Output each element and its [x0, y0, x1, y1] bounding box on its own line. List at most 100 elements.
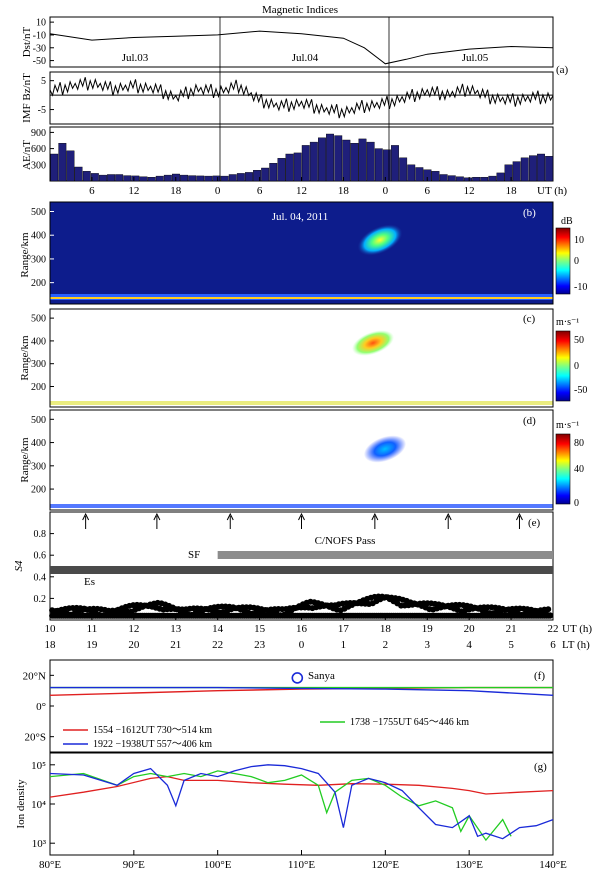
ae-ytick-label: 600: [31, 144, 46, 155]
lt-xtick-label: 19: [86, 639, 98, 651]
ae-bar: [293, 152, 302, 182]
doppler-e-region-band: [50, 401, 553, 405]
colorbar-c-tick: -50: [574, 385, 587, 396]
range-ytick-label: 200: [31, 278, 46, 289]
ae-ytick-label: 900: [31, 128, 46, 139]
ae-bar: [115, 174, 124, 182]
pass-arrow-head: [153, 512, 161, 521]
colorbar-d-tick: 0: [574, 498, 579, 509]
ae-xtick-label: 6: [425, 185, 431, 197]
lt-xtick-label: 23: [254, 639, 266, 651]
pass-arrow-head: [298, 512, 305, 521]
ae-xtick-label: 6: [89, 185, 95, 197]
ae-bar: [277, 158, 286, 182]
ae-bar: [204, 175, 213, 182]
ae-bar: [358, 138, 367, 182]
ae-bar: [261, 167, 270, 182]
s4-ytick-label: 0.6: [34, 551, 47, 562]
range-ytick-label: 400: [31, 438, 46, 449]
ae-bar: [382, 149, 391, 182]
panel-d-frame: [49, 409, 554, 511]
lon-xtick-label: 100°E: [204, 859, 232, 871]
pass-arrow-head: [371, 512, 379, 521]
panel-e: C/NOFS Pass SF Es 0.80.60.40.2 S4 (e) 10…: [13, 511, 592, 651]
panel-g-ylabel: Ion density: [15, 779, 27, 829]
colorbar-c-tick: 0: [574, 361, 579, 372]
panel-d-label: (d): [523, 415, 536, 427]
es-bar: [50, 566, 553, 574]
lt-xtick-label: 21: [170, 639, 181, 651]
panel-a-imf: 5 -5 IMF Bz/nT: [21, 71, 554, 125]
lon-xtick-label: 120°E: [372, 859, 400, 871]
s4-ytick-label: 0.4: [34, 572, 47, 583]
ae-bar: [447, 175, 456, 182]
lt-xtick-label: 22: [212, 639, 223, 651]
panel-b-label: (b): [523, 207, 536, 219]
colorbar-d-tick: 40: [574, 464, 584, 475]
ae-bar: [228, 174, 237, 182]
dst-ytick-label: -30: [33, 43, 46, 54]
ae-bar: [366, 141, 375, 182]
panel-g: 10⁵ 10⁴ 10³ Ion density (g) 80°E 90°E 100°E 1…: [15, 752, 567, 871]
width-e-region-band: [50, 504, 553, 508]
lat-ytick-label: 20°S: [24, 732, 46, 744]
ae-bar: [399, 157, 408, 182]
ae-bar: [374, 148, 383, 182]
s4-point: [547, 612, 554, 619]
panel-e-ylabel: S4: [13, 560, 25, 572]
pass-arrow-head: [516, 512, 523, 521]
pass-arrow-head: [444, 512, 452, 521]
ae-ylabel: AE/nT: [21, 140, 33, 170]
sf-bar: [217, 551, 553, 559]
lat-ytick-label: 0°: [36, 701, 46, 713]
ae-xtick-label: 12: [128, 185, 139, 197]
ae-bar: [139, 176, 148, 182]
snr-e-region-core: [50, 297, 553, 299]
ae-bar: [212, 175, 221, 182]
ae-bar: [285, 153, 294, 182]
imf-line: [49, 77, 554, 119]
imf-ylabel: IMF Bz/nT: [21, 73, 33, 123]
range-ytick-label: 500: [31, 415, 46, 426]
ae-bar: [147, 176, 156, 182]
ae-bar: [464, 177, 472, 182]
legend-text: 1738 −1755UT 645～446 km: [350, 717, 469, 728]
panel-a-ae: 900 600 300 AE/nT 6 12 18 0 6 12 18 0 6 12 18 UT (h): [21, 126, 567, 197]
ae-bar: [220, 175, 229, 182]
ae-bar: [236, 173, 245, 182]
ut-xtick-label: 20: [464, 623, 476, 635]
ae-bar: [82, 171, 91, 182]
ae-bar: [244, 172, 253, 182]
colorbar-b-tick: -10: [574, 282, 587, 293]
ae-xtick-label: 6: [257, 185, 263, 197]
ut-xtick-label: 17: [338, 623, 350, 635]
range-ytick-label: 300: [31, 461, 46, 472]
ae-bar: [163, 174, 172, 182]
ion-density-line-blue: [49, 764, 554, 840]
density-ytick-label: 10⁵: [31, 760, 46, 772]
ae-bar: [480, 176, 489, 182]
s4-point: [545, 606, 552, 613]
day-label-jul05: Jul.05: [462, 52, 489, 64]
ut-xtick-label: 19: [422, 623, 434, 635]
colorbar-c-tick: 50: [574, 335, 584, 346]
ae-bar: [415, 167, 424, 182]
dst-ytick-label: 10: [36, 18, 46, 29]
ae-bar: [342, 139, 351, 182]
lat-ytick-label: 20°N: [23, 670, 46, 682]
ae-bar: [301, 145, 310, 182]
ut-xtick-label: 11: [87, 623, 98, 635]
ae-xtick-label: 18: [506, 185, 518, 197]
ut-xtick-label: 14: [212, 623, 224, 635]
lon-xtick-label: 90°E: [123, 859, 145, 871]
day-label-jul03: Jul.03: [122, 52, 149, 64]
ae-bar: [407, 164, 416, 182]
ae-ytick-label: 300: [31, 160, 46, 171]
lt-xtick-label: 6: [550, 639, 556, 651]
lt-xtick-label: 1: [341, 639, 347, 651]
density-ytick-label: 10⁴: [31, 799, 46, 811]
lt-xtick-label: 0: [299, 639, 305, 651]
ae-bar: [537, 153, 545, 182]
ae-bar: [326, 133, 334, 182]
